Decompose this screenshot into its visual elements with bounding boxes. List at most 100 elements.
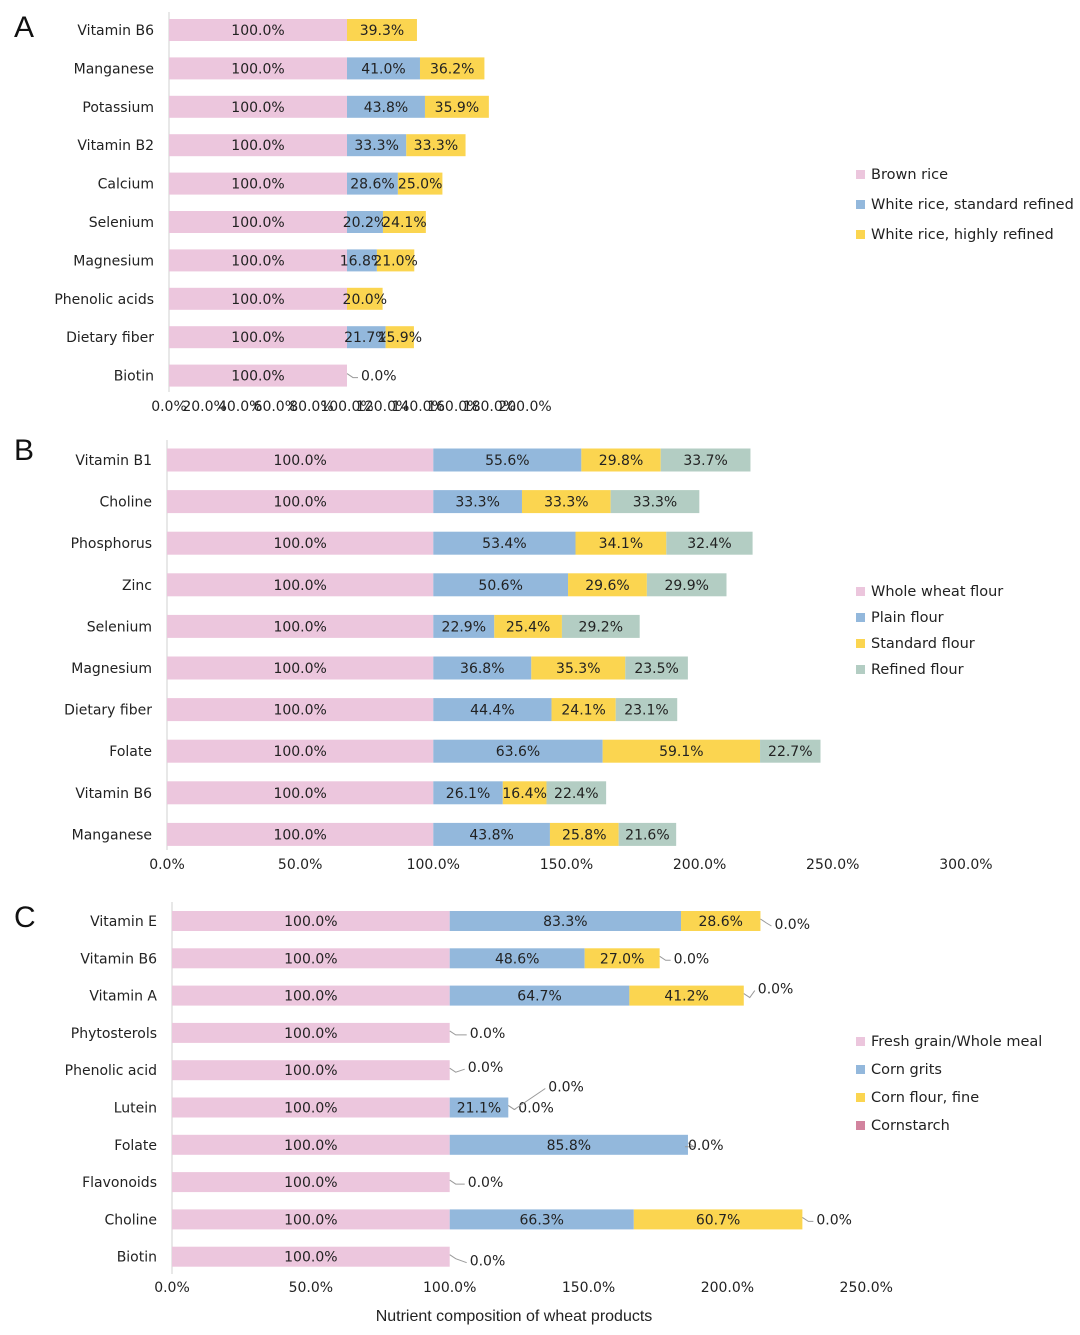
chart-c-leader-line xyxy=(449,1179,465,1185)
chart-a-data-label: 39.3% xyxy=(360,23,404,39)
chart-a-data-label: 35.9% xyxy=(435,100,479,116)
chart-b-data-label: 21.6% xyxy=(625,827,669,843)
chart-a-category-label: Magnesium xyxy=(73,253,154,269)
chart-b-data-label: 29.6% xyxy=(585,578,629,594)
chart-a-leader-line xyxy=(346,373,358,379)
chart-a-x-tick: 80.0% xyxy=(289,399,333,415)
chart-b-x-tick: 0.0% xyxy=(149,857,185,873)
chart-c-x-tick: 200.0% xyxy=(701,1280,754,1296)
chart-c-leader-line xyxy=(684,1142,696,1148)
chart-c-category-label: Vitamin E xyxy=(90,914,157,930)
chart-b-data-label: 59.1% xyxy=(659,744,703,760)
chart-a-category-label: Dietary fiber xyxy=(66,330,154,346)
chart-b-bar-segment xyxy=(433,781,503,805)
chart-a-bar-segment xyxy=(169,364,347,387)
chart-b-x-tick: 250.0% xyxy=(806,857,859,873)
chart-a-data-label: 100.0% xyxy=(231,369,284,385)
chart-b-data-label: 35.3% xyxy=(556,661,600,677)
chart-b-bar-segment xyxy=(618,822,677,846)
chart-b-bar-segment xyxy=(433,448,582,472)
chart-a-bar-segment xyxy=(169,326,347,349)
chart-b-bar-segment xyxy=(167,448,434,472)
chart-b-legend-label: Standard flour xyxy=(871,636,975,652)
chart-b-data-label: 25.8% xyxy=(562,827,606,843)
chart-c-leader-line xyxy=(449,1254,467,1264)
chart-b-data-label: 29.9% xyxy=(664,578,708,594)
chart-b-data-label: 63.6% xyxy=(496,744,540,760)
chart-c-data-label: 0.0% xyxy=(688,1138,724,1154)
chart-c-data-label: 41.2% xyxy=(664,989,708,1005)
chart-b-bar-segment xyxy=(531,656,626,680)
chart-c-bar-segment xyxy=(172,1134,450,1155)
chart-a-legend-swatch xyxy=(856,170,865,179)
chart-a-data-label: 43.8% xyxy=(364,100,408,116)
chart-b-data-label: 33.7% xyxy=(683,453,727,469)
chart-a-data-label: 28.6% xyxy=(350,177,394,193)
chart-b-bar-segment xyxy=(167,781,434,805)
chart-c-bar-segment xyxy=(449,1134,688,1155)
chart-b-data-label: 25.4% xyxy=(506,619,550,635)
chart-c-bar-segment xyxy=(449,985,630,1006)
chart-b-bar-segment xyxy=(433,614,495,638)
chart-b-data-label: 100.0% xyxy=(273,827,326,843)
chart-c-leader-line xyxy=(743,990,756,999)
chart-c-category-label: Phytosterols xyxy=(71,1026,157,1042)
chart-c-category-label: Flavonoids xyxy=(82,1175,157,1191)
chart-b-data-label: 50.6% xyxy=(478,578,522,594)
chart-c-bar-segment xyxy=(172,1209,450,1230)
chart-b-legend-swatch xyxy=(856,587,865,596)
chart-c-bar-segment xyxy=(449,948,585,969)
chart-a-x-tick: 20.0% xyxy=(182,399,226,415)
chart-b-data-label: 100.0% xyxy=(273,744,326,760)
chart-a-x-tick: 180.0% xyxy=(463,399,516,415)
chart-b-category-label: Dietary fiber xyxy=(64,703,152,719)
chart-b-data-label: 23.1% xyxy=(624,703,668,719)
chart-a-bar-segment xyxy=(169,95,347,118)
chart-a-bar-segment xyxy=(347,95,425,118)
chart-c-legend-label: Corn grits xyxy=(871,1062,942,1078)
chart-b-data-label: 100.0% xyxy=(273,536,326,552)
chart-a-bar-segment xyxy=(347,172,398,195)
chart-c-bar-segment xyxy=(681,911,761,931)
chart-b-category-label: Folate xyxy=(109,744,152,760)
chart-b-bar-segment xyxy=(546,781,607,805)
chart-c-data-label: 0.0% xyxy=(758,982,794,998)
chart-a-bar-segment xyxy=(406,134,466,157)
chart-b-bar-segment xyxy=(521,490,611,514)
chart-a-data-label: 24.1% xyxy=(382,215,426,231)
chart-b-data-label: 33.3% xyxy=(455,495,499,511)
chart-c-legend-swatch xyxy=(856,1037,865,1046)
chart-b-data-label: 29.8% xyxy=(599,453,643,469)
chart-c-bar-segment xyxy=(172,1022,450,1043)
chart-c-data-label: 66.3% xyxy=(520,1212,564,1228)
chart-a-x-tick: 60.0% xyxy=(254,399,298,415)
chart-c-category-label: Lutein xyxy=(114,1101,157,1117)
chart-c-data-label: 83.3% xyxy=(543,914,587,930)
chart-a-x-tick: 100.0% xyxy=(320,399,373,415)
chart-c-legend-swatch xyxy=(856,1093,865,1102)
chart-b-data-label: 22.7% xyxy=(768,744,812,760)
chart-a-category-label: Biotin xyxy=(114,369,154,385)
chart-b-category-label: Manganese xyxy=(72,827,152,843)
x-axis-title: Nutrient composition of wheat products xyxy=(376,1308,653,1325)
chart-a-bar-segment xyxy=(169,57,347,80)
chart-a-bar-segment xyxy=(169,134,347,157)
chart-c-data-label: 0.0% xyxy=(518,1101,554,1117)
chart-a-legend-label: White rice, standard refined xyxy=(871,197,1074,213)
chart-c-legend-label: Cornstarch xyxy=(871,1118,950,1134)
chart-a-legend-swatch xyxy=(856,230,865,239)
chart-c-x-tick: 0.0% xyxy=(154,1280,190,1296)
chart-c-data-label: 0.0% xyxy=(816,1212,852,1228)
chart-c-legend-swatch xyxy=(856,1121,865,1130)
chart-a-bar-segment xyxy=(347,211,383,233)
chart-a-bar-segment xyxy=(169,287,347,310)
chart-b-data-label: 100.0% xyxy=(273,703,326,719)
chart-b-bar-segment xyxy=(433,656,532,680)
chart-a-bar-segment xyxy=(385,326,414,349)
chart-c-x-tick: 150.0% xyxy=(562,1280,615,1296)
chart-c-data-label: 0.0% xyxy=(548,1080,584,1096)
chart-b-bar-segment xyxy=(561,614,640,638)
chart-b-bar-segment xyxy=(433,531,576,555)
chart-c-data-label: 0.0% xyxy=(774,917,810,933)
chart-c-leader-line xyxy=(802,1216,814,1222)
